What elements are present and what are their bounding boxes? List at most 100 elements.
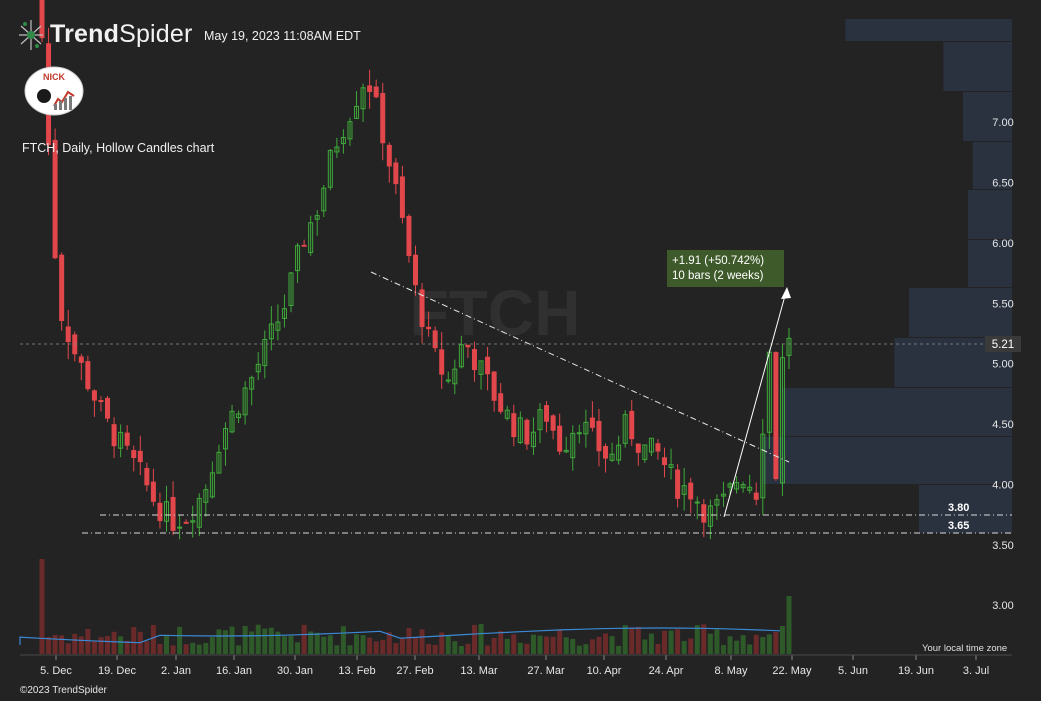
x-tick-label: 3. Jul [963,665,989,677]
candle-body [753,492,759,500]
candle-body [530,431,536,448]
x-tick-label: 19. Dec [98,665,136,677]
x-tick-label: 2. Jan [161,665,191,677]
volume-bar [642,639,648,654]
volume-bar [471,624,477,654]
volume-bar [563,637,569,654]
volume-profile-bar [909,288,1012,337]
candle-body [229,410,235,433]
x-tick-label: 13. Feb [338,665,375,677]
volume-bar [452,641,458,654]
candle-body [177,526,183,529]
volume-profile-bar [967,190,1012,239]
candle-body [281,308,287,319]
candle-body [688,482,694,500]
volume-bar [419,629,425,654]
candle-body [773,351,779,480]
x-tick-label: 8. May [714,665,748,677]
volume-bar [524,643,530,654]
candle-body [583,421,589,435]
candle-body [236,413,242,419]
candle-body [321,187,327,212]
candle-body [471,349,477,371]
candle-body [747,486,753,491]
volume-bar [209,637,215,654]
volume-bar [314,632,320,654]
candle-body [779,357,785,484]
volume-bar [222,630,228,654]
volume-bar [144,641,150,654]
candle-body [635,443,641,453]
candle-body [52,139,58,259]
volume-bar [458,645,464,654]
volume-bar [439,632,445,654]
candle-body [340,136,346,145]
candle-body [124,432,130,446]
support-label: 3.65 [948,520,969,532]
y-tick-label: 4.50 [992,419,1013,431]
candle-body [648,437,654,453]
volume-bar [589,639,595,654]
volume-profile-bar [762,437,1012,484]
volume-bar [242,626,248,654]
candle-body [144,468,150,486]
candle-body [701,504,707,523]
candle-body [720,493,726,497]
candle-body [544,405,550,422]
candle-body [288,272,294,306]
volume-profile-bar [781,388,1012,436]
candle-body [314,215,320,220]
volume-bar [707,633,713,654]
x-tick-label: 30. Jan [277,665,313,677]
candle-body [642,444,648,460]
volume-bars [19,559,792,654]
candle-body [452,368,458,385]
volume-bar [635,626,641,654]
candle-body [740,484,746,489]
candle-body [354,105,360,119]
candle-body [360,87,366,110]
candle-body [465,344,471,348]
volume-bar [714,629,720,654]
volume-bar [747,644,753,654]
volume-bar [216,629,222,654]
candle-body [439,349,445,375]
candle-body [111,424,117,447]
volume-bar [557,629,563,654]
volume-bar [681,640,687,654]
candle-body [727,483,733,488]
volume-bar [517,642,523,654]
volume-profile-bar [943,42,1012,91]
volume-bar [779,626,785,654]
volume-bar [753,634,759,654]
volume-bar [327,635,333,654]
volume-bar [59,635,65,654]
candle-body [432,330,438,349]
volume-profile-bar [918,485,1012,533]
volume-bar [229,626,235,654]
move-arrow [723,291,787,518]
candle-body [39,0,45,39]
volume-bar [190,642,196,654]
candle-body [517,417,523,444]
volume-bar [445,635,451,654]
candle-body [275,321,281,331]
candle-body [170,496,176,531]
candle-body [242,387,248,416]
candle-body [498,393,504,412]
volume-bar [183,644,189,654]
candle-body [485,356,491,375]
volume-bar [111,631,117,654]
candle-body [327,150,333,188]
y-tick-label: 6.50 [992,177,1013,189]
chart-timestamp: May 19, 2023 11:08AM EDT [204,29,361,43]
volume-bar [308,631,314,654]
avatar: NICK [24,66,84,116]
volume-bar [131,627,137,654]
candle-body [734,482,740,490]
volume-bar [164,635,169,654]
annotation-lines: 5.21 +1.91 (+50.742%) 10 bars (2 weeks) [20,250,1021,518]
candle-body [504,409,510,419]
x-tick-label: 10. Apr [587,665,622,677]
last-price-badge [985,336,1021,352]
